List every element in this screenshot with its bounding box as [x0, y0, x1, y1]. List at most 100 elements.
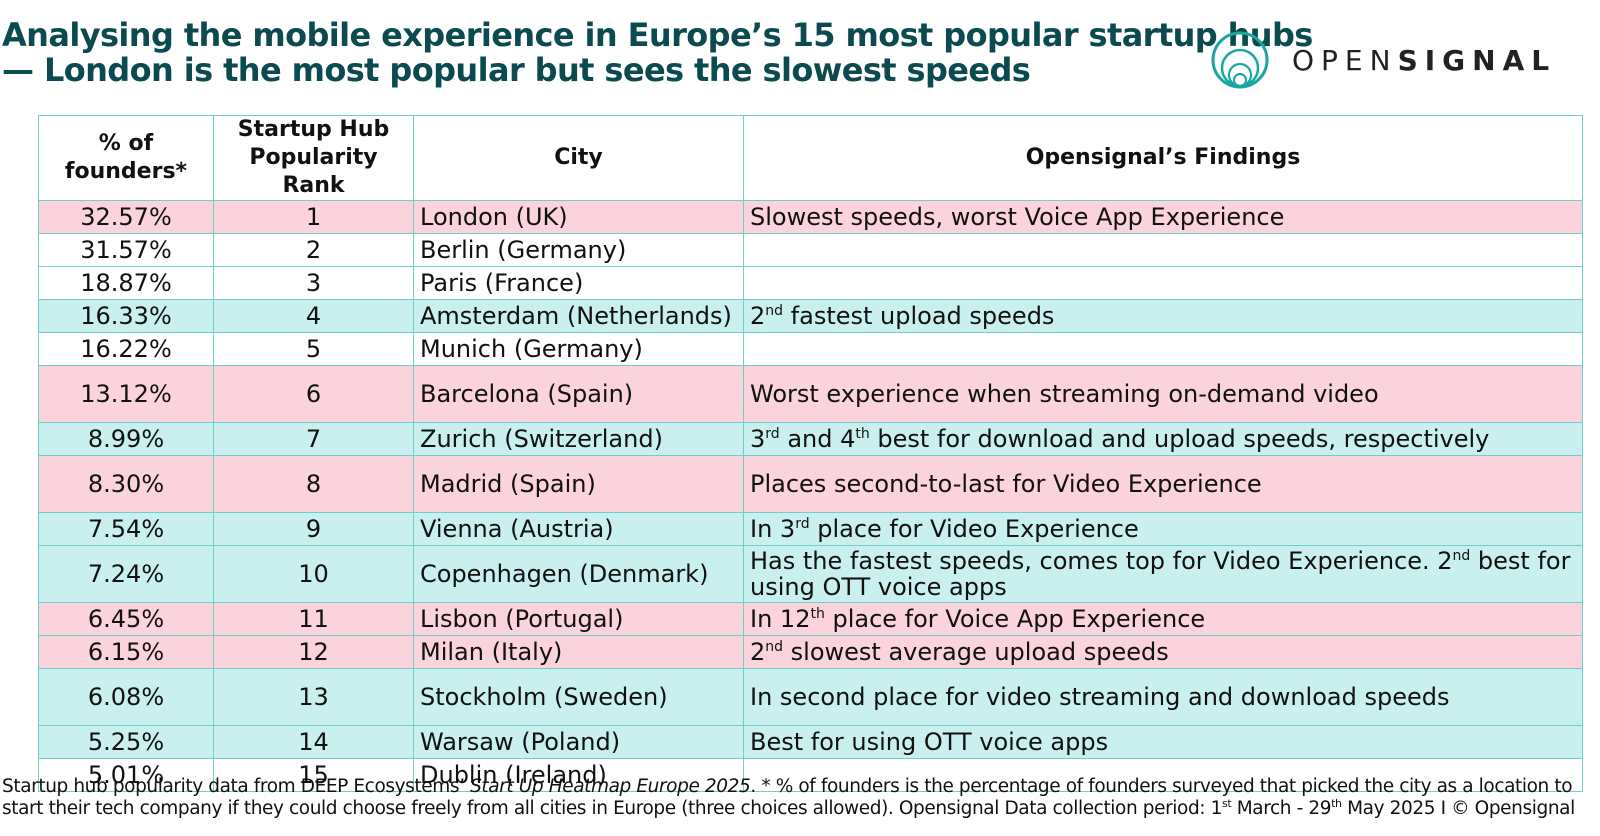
table-row: 7.54% 9 Vienna (Austria) In 3rd place for V… — [38, 512, 1583, 546]
cell-finding: In 12th place for Voice App Experience — [743, 602, 1583, 636]
footnote-text: start their tech company if they could c… — [2, 798, 1222, 819]
footnote-text: . * % of founders is the percentage of f… — [750, 776, 1573, 797]
cell-founders: 8.30% — [38, 455, 214, 513]
cell-finding — [743, 758, 1583, 792]
cell-finding: In second place for video streaming and … — [743, 668, 1583, 726]
finding-text: place for Video Experience — [809, 515, 1139, 543]
footnote-sup: th — [1331, 796, 1342, 810]
cell-finding: 2nd slowest average upload speeds — [743, 635, 1583, 669]
finding-text: Has the fastest speeds, comes top for Vi… — [750, 547, 1453, 575]
finding-ordinal-suffix: th — [855, 426, 870, 442]
cell-rank: 4 — [213, 299, 414, 333]
col-header-founders: % of founders* — [38, 115, 214, 201]
cell-city: Berlin (Germany) — [413, 233, 744, 267]
finding-text: Places second-to-last for Video Experien… — [750, 470, 1262, 498]
cell-founders: 6.15% — [38, 635, 214, 669]
cell-founders: 31.57% — [38, 233, 214, 267]
finding-text: In 3 — [750, 515, 796, 543]
col-header-rank-line2: Popularity Rank — [249, 145, 378, 198]
table-row: 6.45% 11 Lisbon (Portugal) In 12th place fo… — [38, 602, 1583, 636]
page-title-line2: — London is the most popular but sees th… — [2, 51, 1031, 89]
table-row: 8.99% 7 Zurich (Switzerland) 3rd and 4th be… — [38, 422, 1583, 456]
finding-text: slowest average upload speeds — [783, 638, 1169, 666]
table-row: 16.33% 4 Amsterdam (Netherlands) 2nd fastes… — [38, 299, 1583, 333]
table-row: 32.57% 1 London (UK) Slowest speeds, worst … — [38, 200, 1583, 234]
footnote-sup: st — [1221, 796, 1232, 810]
cell-rank: 10 — [213, 545, 414, 603]
cell-rank: 5 — [213, 332, 414, 366]
table-row: 13.12% 6 Barcelona (Spain) Worst experience… — [38, 365, 1583, 423]
cell-rank: 9 — [213, 512, 414, 546]
footnote: Startup hub popularity data from DEEP Ec… — [2, 776, 1592, 820]
cell-finding: Slowest speeds, worst Voice App Experien… — [743, 200, 1583, 234]
finding-text: 2 — [750, 638, 766, 666]
cell-rank: 8 — [213, 455, 414, 513]
table-row: 6.15% 12 Milan (Italy) 2nd slowest average … — [38, 635, 1583, 669]
cell-rank: 2 — [213, 233, 414, 267]
cell-finding: 2nd fastest upload speeds — [743, 299, 1583, 333]
cell-city: Lisbon (Portugal) — [413, 602, 744, 636]
cell-city: Amsterdam (Netherlands) — [413, 299, 744, 333]
table-row: 31.57% 2 Berlin (Germany) — [38, 233, 1583, 267]
col-header-findings: Opensignal’s Findings — [743, 115, 1583, 201]
table-row: 16.22% 5 Munich (Germany) — [38, 332, 1583, 366]
cell-founders: 16.22% — [38, 332, 214, 366]
footnote-line2: start their tech company if they could c… — [2, 798, 1592, 820]
footnote-text: Startup hub popularity data from DEEP Ec… — [2, 776, 471, 797]
table-row: 5.01% 15 Dublin (Ireland) — [38, 758, 1583, 792]
footnote-source-title: Start Up Heatmap Europe 2025 — [470, 776, 751, 797]
cell-finding: Places second-to-last for Video Experien… — [743, 455, 1583, 513]
finding-text: Best for using OTT voice apps — [750, 728, 1109, 756]
logo-wordmark: OPENSIGNAL — [1292, 44, 1556, 77]
cell-finding — [743, 332, 1583, 366]
table-row: 8.30% 8 Madrid (Spain) Places second-to-las… — [38, 455, 1583, 513]
finding-text: Worst experience when streaming on-deman… — [750, 380, 1379, 408]
finding-text: place for Voice App Experience — [824, 605, 1206, 633]
cell-rank: 6 — [213, 365, 414, 423]
finding-text: In second place for video streaming and … — [750, 683, 1450, 711]
col-header-city: City — [413, 115, 744, 201]
cell-rank: 12 — [213, 635, 414, 669]
page-title: Analysing the mobile experience in Europ… — [2, 18, 1313, 89]
footnote-text: May 2025 I © Opensignal — [1341, 798, 1575, 819]
cell-founders: 13.12% — [38, 365, 214, 423]
cell-city: Barcelona (Spain) — [413, 365, 744, 423]
cell-city: Warsaw (Poland) — [413, 725, 744, 759]
finding-ordinal-suffix: th — [810, 606, 825, 622]
opensignal-logo: OPENSIGNAL — [1210, 30, 1556, 90]
cell-finding — [743, 266, 1583, 300]
logo-text-signal: SIGNAL — [1397, 43, 1557, 77]
cell-city: Munich (Germany) — [413, 332, 744, 366]
cell-city: Zurich (Switzerland) — [413, 422, 744, 456]
cell-city: Copenhagen (Denmark) — [413, 545, 744, 603]
findings-table: % of founders* Startup Hub Popularity Ra… — [38, 115, 1583, 792]
cell-rank: 3 — [213, 266, 414, 300]
finding-text: best for using OTT voice apps — [750, 547, 1571, 601]
cell-city: London (UK) — [413, 200, 744, 234]
cell-finding — [743, 233, 1583, 267]
opensignal-concentric-circles-icon — [1211, 31, 1269, 89]
finding-text: and 4 — [779, 425, 856, 453]
cell-founders: 7.24% — [38, 545, 214, 603]
finding-text: 3 — [750, 425, 766, 453]
cell-founders: 6.45% — [38, 602, 214, 636]
cell-city: Paris (France) — [413, 266, 744, 300]
cell-founders: 5.01% — [38, 758, 214, 792]
cell-city: Milan (Italy) — [413, 635, 744, 669]
cell-rank: 15 — [213, 758, 414, 792]
cell-founders: 16.33% — [38, 299, 214, 333]
table-row: 5.25% 14 Warsaw (Poland) Best for using OTT… — [38, 725, 1583, 759]
finding-ordinal-suffix: nd — [1452, 548, 1471, 564]
cell-finding: Has the fastest speeds, comes top for Vi… — [743, 545, 1583, 603]
cell-founders: 5.25% — [38, 725, 214, 759]
table-header-row: % of founders* Startup Hub Popularity Ra… — [38, 115, 1583, 201]
cell-city: Vienna (Austria) — [413, 512, 744, 546]
logo-text-open: OPEN — [1292, 43, 1398, 77]
finding-text: fastest upload speeds — [783, 302, 1055, 330]
finding-ordinal-suffix: rd — [795, 516, 810, 532]
col-header-rank: Startup Hub Popularity Rank — [213, 115, 414, 201]
cell-city: Dublin (Ireland) — [413, 758, 744, 792]
finding-text: Slowest speeds, worst Voice App Experien… — [750, 203, 1285, 231]
finding-ordinal-suffix: nd — [765, 639, 784, 655]
finding-text: In 12 — [750, 605, 811, 633]
